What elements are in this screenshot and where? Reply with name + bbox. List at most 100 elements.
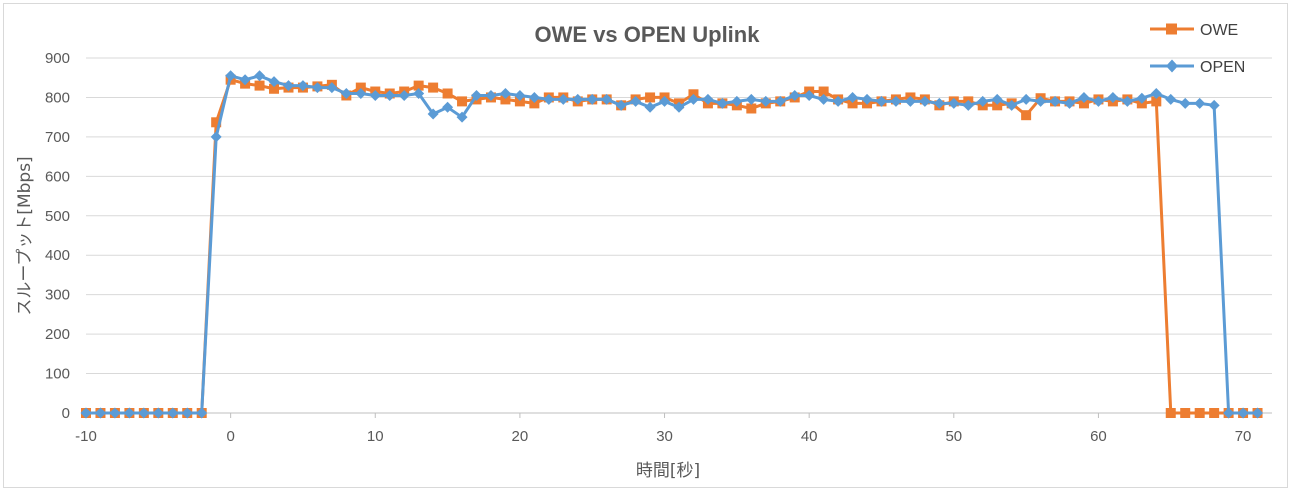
x-tick-label: 20 [512, 428, 529, 445]
data-point-open [1194, 97, 1206, 109]
y-tick-label: 700 [45, 129, 70, 146]
x-tick-label: 50 [945, 428, 962, 445]
data-point-owe [1021, 110, 1032, 121]
data-point-open [644, 101, 656, 113]
data-point-open [326, 82, 338, 94]
legend-marker-open [1166, 59, 1178, 73]
data-point-open [1252, 407, 1264, 419]
data-point-open [80, 407, 92, 419]
data-point-open [471, 89, 483, 101]
data-point-open [586, 93, 598, 105]
data-point-owe [1209, 408, 1220, 418]
y-tick-label: 100 [45, 366, 70, 383]
data-point-owe [355, 82, 366, 93]
data-point-open [1179, 97, 1191, 109]
data-point-open [977, 95, 989, 107]
data-point-open [268, 76, 280, 88]
data-point-open [485, 89, 497, 101]
data-point-open [94, 407, 106, 419]
data-point-open [774, 95, 786, 107]
data-point-open [687, 93, 699, 105]
x-tick-label: 0 [226, 428, 234, 445]
data-point-owe [457, 96, 468, 107]
legend-item-open: OPEN [1150, 59, 1245, 76]
data-point-open [875, 95, 887, 107]
data-point-open [847, 91, 859, 103]
data-point-open [123, 407, 135, 419]
data-point-open [673, 101, 685, 113]
data-point-open [167, 407, 179, 419]
data-point-open [398, 89, 410, 101]
x-tick-label: -10 [75, 428, 97, 445]
chart-frame [3, 3, 1288, 488]
data-point-open [311, 82, 323, 94]
data-point-open [528, 91, 540, 103]
data-point-open [282, 80, 294, 92]
data-point-open [543, 93, 555, 105]
data-point-open [818, 93, 830, 105]
data-point-open [789, 89, 801, 101]
data-point-owe [847, 98, 858, 109]
data-point-open [239, 74, 251, 86]
data-point-open [803, 89, 815, 101]
data-point-owe [428, 82, 439, 93]
data-point-open [630, 95, 642, 107]
data-point-owe [269, 83, 280, 94]
data-point-open [254, 70, 266, 82]
x-tick-label: 10 [367, 428, 384, 445]
data-point-open [1237, 407, 1249, 419]
y-tick-label: 200 [45, 326, 70, 343]
data-point-open [456, 111, 468, 123]
data-point-owe [992, 100, 1003, 111]
data-point-owe [1165, 408, 1176, 418]
legend: OWE OPEN [1150, 22, 1245, 76]
y-tick-label: 600 [45, 168, 70, 185]
data-point-open [919, 95, 931, 107]
y-tick-label: 500 [45, 208, 70, 225]
data-point-open [442, 101, 454, 113]
data-point-open [1078, 91, 1090, 103]
series-line-open [86, 74, 1258, 415]
data-point-open [745, 93, 757, 105]
data-point-open [355, 88, 367, 99]
data-point-open [384, 89, 396, 101]
y-tick-label: 800 [45, 89, 70, 106]
data-point-open [413, 88, 425, 99]
y-tick-label: 900 [45, 50, 70, 67]
series-line-owe [86, 78, 1258, 415]
data-point-open [1165, 93, 1177, 105]
legend-item-owe: OWE [1150, 22, 1238, 39]
data-point-owe [500, 94, 511, 105]
legend-label-owe: OWE [1200, 22, 1238, 39]
data-point-open [890, 95, 902, 107]
data-point-open [659, 95, 671, 107]
data-point-open [716, 97, 728, 109]
data-point-open [1092, 95, 1104, 107]
data-point-open [1006, 99, 1018, 111]
y-tick-label: 400 [45, 247, 70, 264]
data-point-open [1121, 95, 1133, 107]
data-point-open [1064, 97, 1076, 109]
x-axis-title: 時間[秒] [636, 461, 700, 481]
x-tick-label: 40 [801, 428, 818, 445]
series [80, 70, 1264, 419]
x-tick-label: 70 [1235, 428, 1252, 445]
x-tick-label: 30 [656, 428, 673, 445]
y-tick-label: 300 [45, 287, 70, 304]
data-point-open [1107, 91, 1119, 103]
series-open [80, 70, 1264, 419]
data-point-open [615, 99, 627, 111]
data-point-open [832, 95, 844, 107]
data-point-open [557, 93, 569, 105]
data-point-open [225, 70, 237, 82]
data-point-open [601, 93, 613, 105]
data-point-open [340, 88, 352, 99]
tick-labels: 0 100 200 300 400 500 600 700 800 900 -10 0 10 20 30 40… [45, 50, 1251, 445]
data-point-open [1035, 95, 1047, 107]
data-point-open [861, 93, 873, 105]
chart-title: OWE vs OPEN Uplink [535, 22, 761, 47]
data-point-owe [818, 86, 829, 97]
data-point-open [1049, 95, 1061, 107]
data-point-open [210, 131, 222, 143]
